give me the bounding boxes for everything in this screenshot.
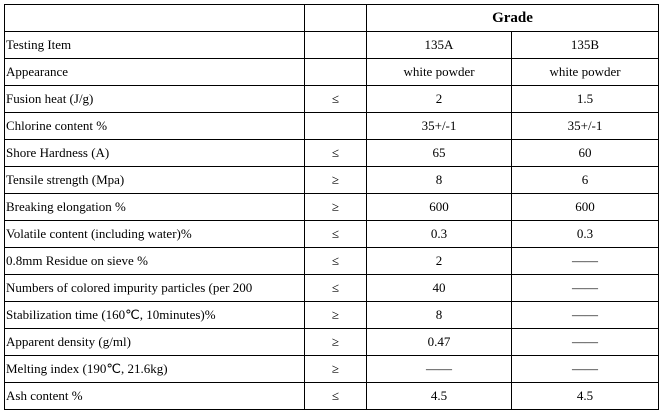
grade-a-cell: 40 [366,274,512,302]
symbol-cell: ≤ [304,220,367,248]
empty-cell [304,4,367,32]
symbol-cell: ≥ [304,193,367,221]
header-row: Grade [4,4,660,32]
table-row: Volatile content (including water)% ≤0.3 0… [4,220,660,248]
table-row: 0.8mm Residue on sieve % ≤2 —— [4,247,660,275]
symbol-cell: ≥ [304,355,367,383]
grade-b-cell: 135B [510,31,660,59]
grade-b-cell: white powder [510,58,660,86]
table-row: Tensile strength (Mpa) ≥8 6 [4,166,660,194]
grade-b-cell: —— [510,301,660,329]
empty-cell [304,112,367,140]
grade-a-cell: 0.3 [366,220,512,248]
table-row: Stabilization time (160℃, 10minutes)% ≥8—… [4,301,660,329]
table-row: Chlorine content % 35+/-1 35+/-1 [4,112,660,140]
item-cell: 0.8mm Residue on sieve % [4,247,305,275]
grade-b-cell: 0.3 [510,220,660,248]
item-cell: Testing Item [4,31,305,59]
grade-a-cell: 600 [366,193,512,221]
grade-a-cell: 0.47 [366,328,512,356]
grade-a-cell: 8 [366,166,512,194]
grade-a-cell: 2 [366,85,512,113]
table-row: Fusion heat (J/g) ≤2 1.5 [4,85,660,113]
symbol-cell: ≤ [304,139,367,167]
empty-cell [4,4,305,32]
grade-b-cell: 6 [510,166,660,194]
item-cell: Melting index (190℃, 21.6kg) [4,355,305,383]
grade-a-cell: 2 [366,247,512,275]
grade-a-cell: —— [366,355,512,383]
table-row: Ash content % ≤4.5 4.5 [4,382,660,410]
symbol-cell: ≥ [304,166,367,194]
spec-table: Grade Testing Item 135A 135B Appearance whit… [4,4,660,410]
grade-b-cell: 1.5 [510,85,660,113]
grade-b-cell: —— [510,247,660,275]
grade-header: Grade [365,4,660,32]
item-cell: Tensile strength (Mpa) [4,166,305,194]
symbol-cell: ≤ [304,247,367,275]
grade-b-cell: 4.5 [510,382,660,410]
item-cell: Appearance [4,58,305,86]
grade-a-cell: 135A [366,31,512,59]
grade-b-cell: 600 [510,193,660,221]
empty-cell [304,58,367,86]
symbol-cell: ≥ [304,301,367,329]
table-row: Testing Item 135A 135B [4,31,660,59]
grade-a-cell: 65 [366,139,512,167]
table-row: Numbers of colored impurity particles (p… [4,274,660,302]
table-row: Breaking elongation % ≥600 600 [4,193,660,221]
grade-a-cell: white powder [366,58,512,86]
item-cell: Ash content % [4,382,305,410]
table-row: Melting index (190℃, 21.6kg) ≥ —— —— [4,355,660,383]
grade-a-cell: 35+/-1 [366,112,512,140]
grade-a-cell: 8 [366,301,512,329]
empty-cell [304,31,367,59]
grade-b-cell: 60 [510,139,660,167]
item-cell: Chlorine content % [4,112,305,140]
item-cell: Shore Hardness (A) [4,139,305,167]
item-cell: Numbers of colored impurity particles (p… [4,274,305,302]
item-cell: Fusion heat (J/g) [4,85,305,113]
grade-b-cell: 35+/-1 [510,112,660,140]
symbol-cell: ≤ [304,382,367,410]
symbol-cell: ≤ [304,85,367,113]
table-row: Shore Hardness (A) ≤65 60 [4,139,660,167]
item-cell: Breaking elongation % [4,193,305,221]
grade-a-cell: 4.5 [366,382,512,410]
grade-b-cell: —— [510,328,660,356]
item-cell: Apparent density (g/ml) [4,328,305,356]
symbol-cell: ≥ [304,328,367,356]
item-cell: Stabilization time (160℃, 10minutes)% [4,301,305,329]
grade-b-cell: —— [510,274,660,302]
symbol-cell: ≤ [304,274,367,302]
table-row: Apparent density (g/ml) ≥0.47 —— [4,328,660,356]
grade-b-cell: —— [510,355,660,383]
table-row: Appearance white powder white powder [4,58,660,86]
item-cell: Volatile content (including water)% [4,220,305,248]
